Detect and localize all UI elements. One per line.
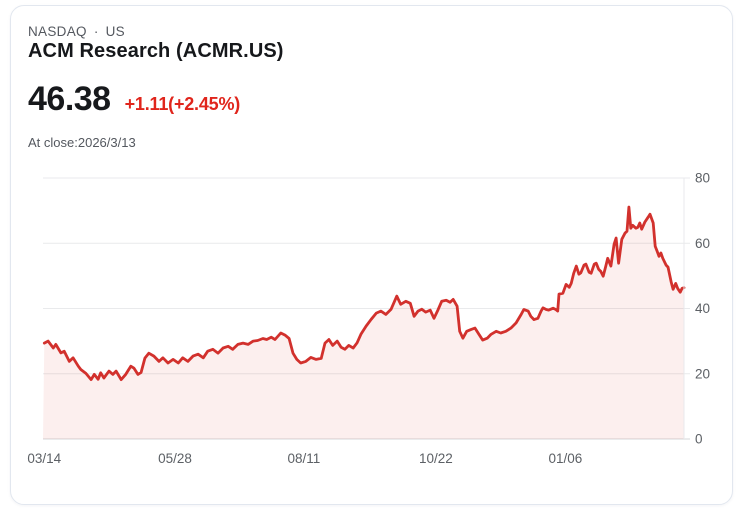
y-axis-label: 0	[695, 432, 703, 447]
x-axis-label: 05/28	[158, 451, 192, 466]
price-change: +1.11(+2.45%)	[124, 94, 241, 114]
exchange-row: NASDAQ · US	[28, 24, 125, 39]
as-of-label: At close:2026/3/13	[28, 135, 136, 150]
region-label: US	[105, 24, 125, 39]
exchange-separator-dot: ·	[93, 24, 99, 39]
price-chart[interactable]: 0 20 40 60 80 03/14 05/28 08/11 10/22 01/06	[11, 6, 734, 506]
x-axis-label: 10/22	[419, 451, 453, 466]
last-price: 46.38	[28, 80, 111, 118]
y-axis-label: 20	[695, 366, 710, 381]
price-line	[42, 205, 686, 381]
x-axis-label: 01/06	[549, 451, 583, 466]
y-axis-label: 80	[695, 171, 710, 186]
price-row: 46.38 +1.11(+2.45%)	[28, 82, 240, 116]
price-area-fill	[43, 207, 684, 439]
y-axis-label: 40	[695, 301, 710, 316]
y-axis-label: 60	[695, 236, 710, 251]
exchange-label: NASDAQ	[28, 24, 87, 39]
stock-title: ACM Research (ACMR.US)	[28, 40, 284, 62]
x-axis-label: 03/14	[27, 451, 61, 466]
x-axis-label: 08/11	[288, 451, 321, 466]
stock-quote-card: NASDAQ · US ACM Research (ACMR.US) 46.38 +…	[10, 5, 733, 505]
